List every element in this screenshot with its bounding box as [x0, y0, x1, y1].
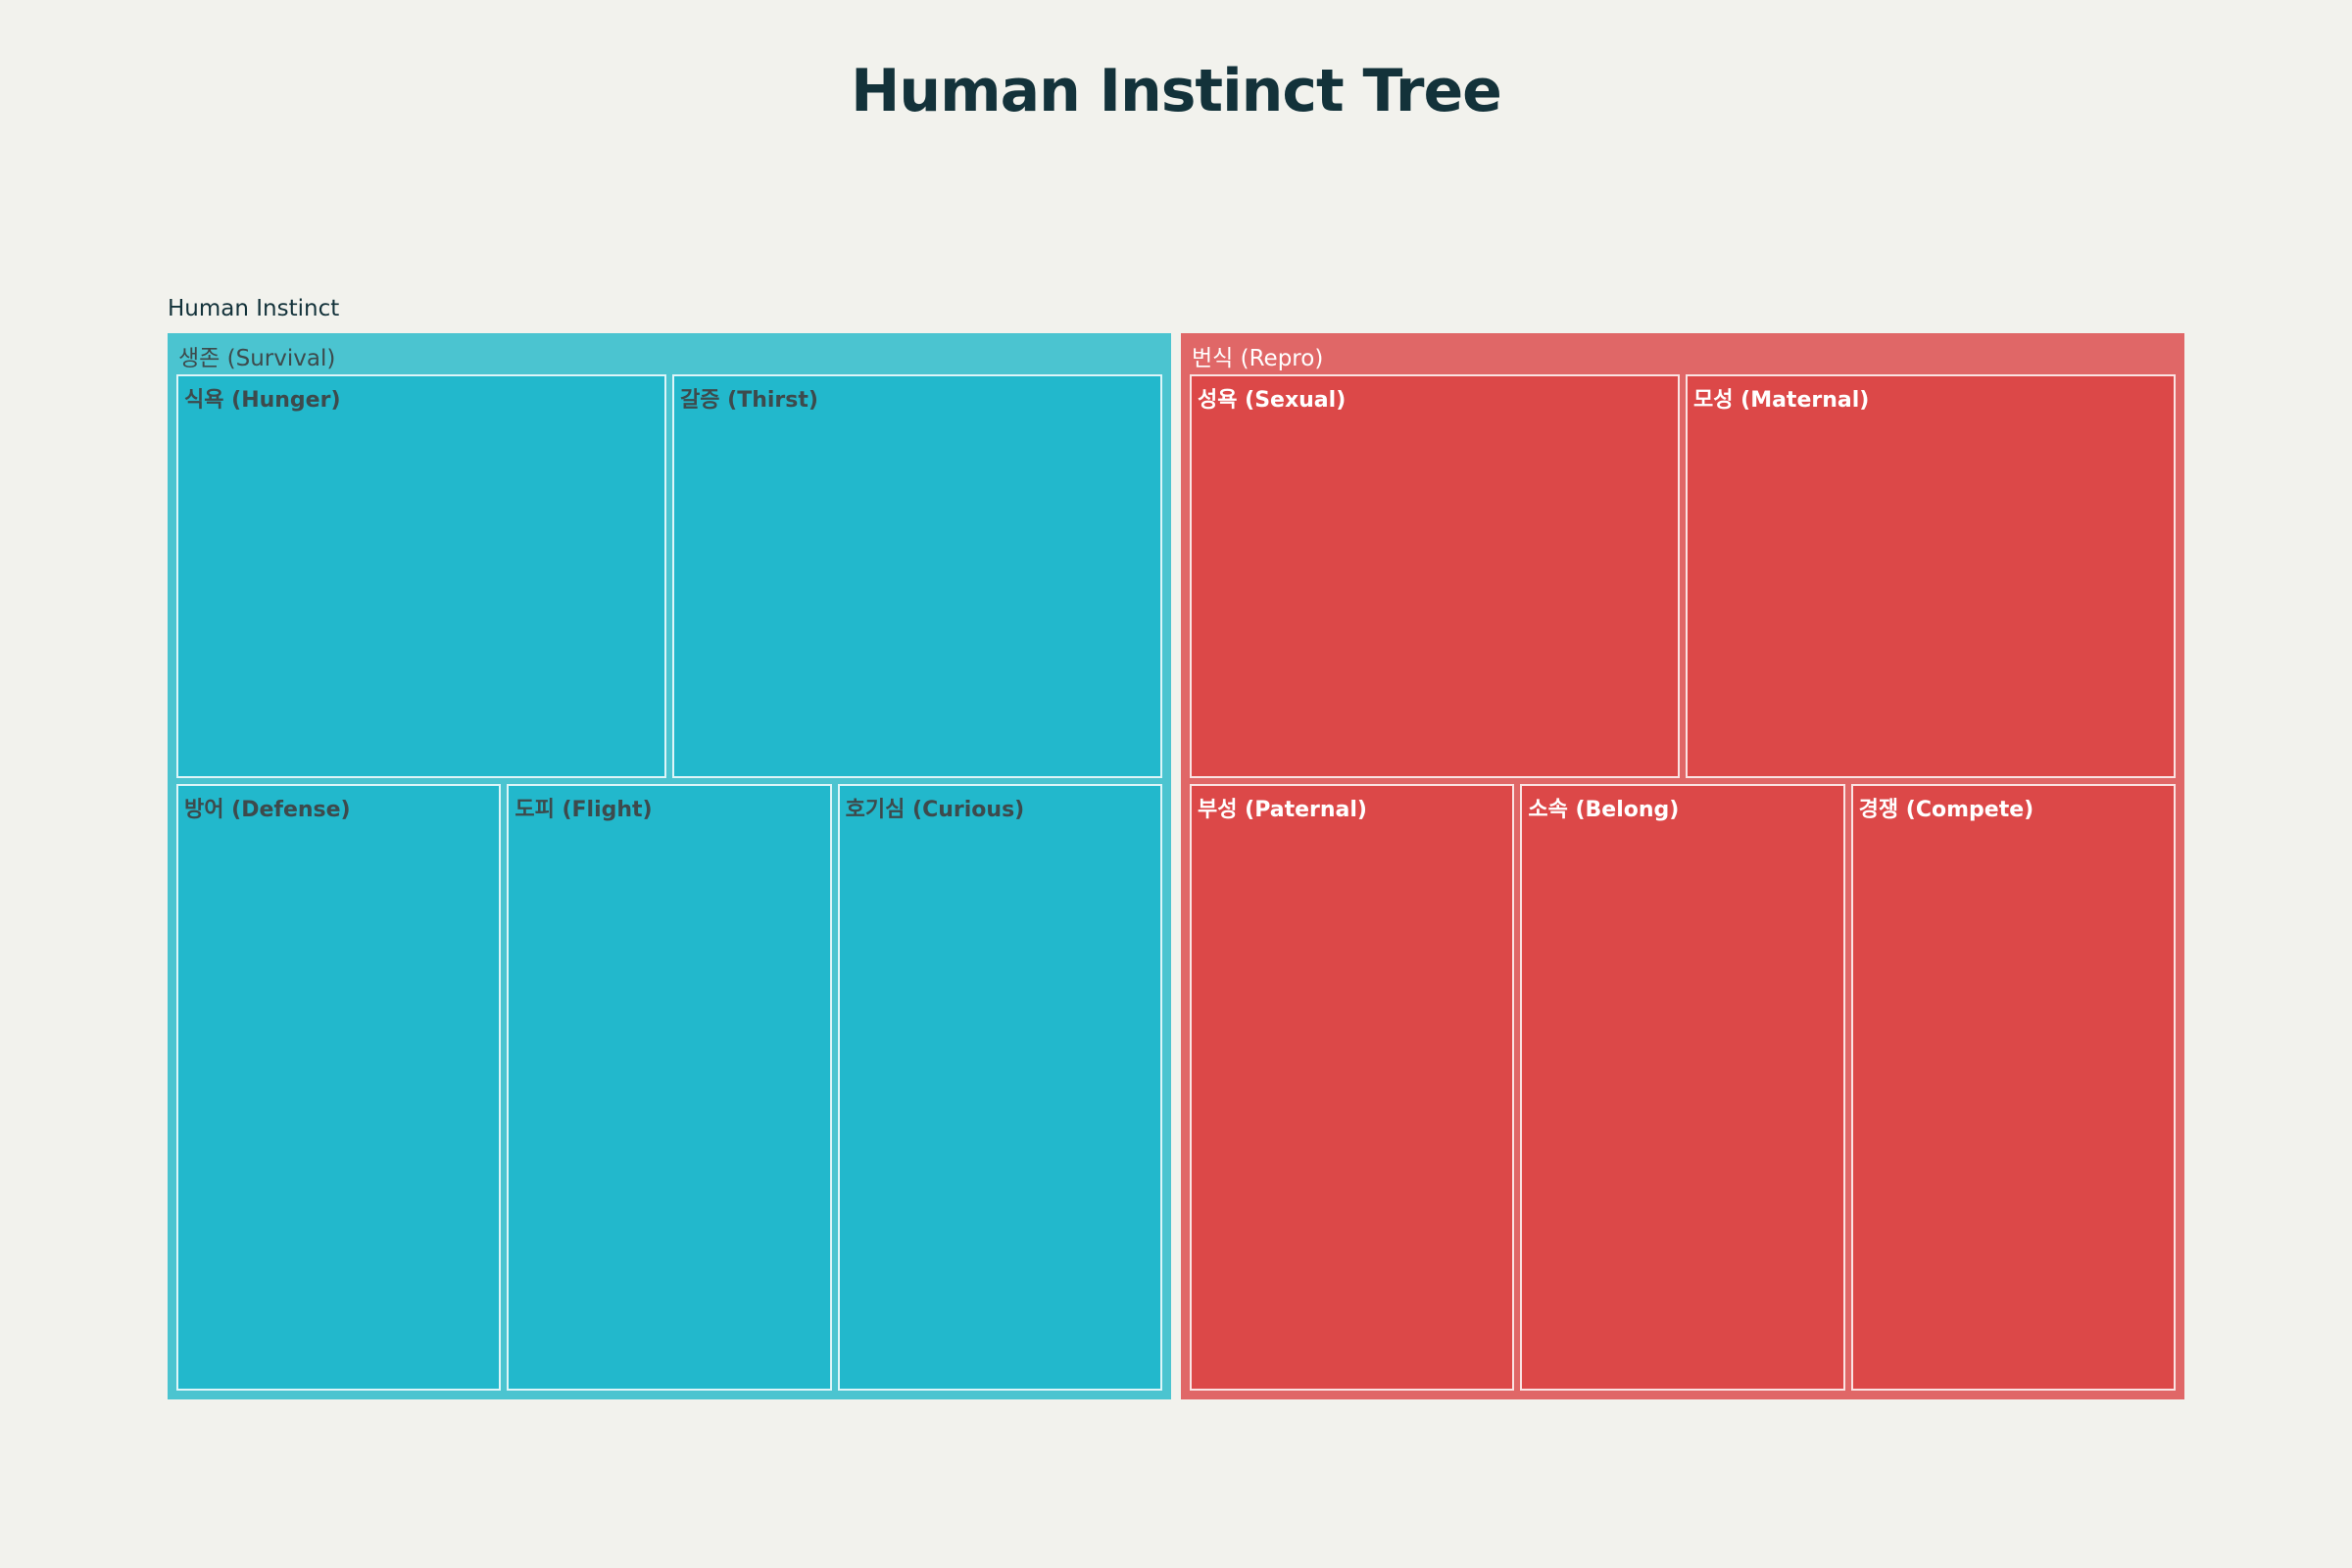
treemap-leaf[interactable]: 방어 (Defense) [176, 784, 502, 1391]
treemap-group-label: 생존 (Survival) [178, 346, 336, 371]
treemap-leaf[interactable]: 경쟁 (Compete) [1850, 784, 2176, 1391]
treemap-leaf-label: 도피 (Flight) [514, 798, 653, 823]
treemap-leaf[interactable]: 갈증 (Thirst) [672, 374, 1162, 779]
treemap-leaf-label: 호기심 (Curious) [845, 798, 1025, 823]
treemap-leaf-label: 소속 (Belong) [1528, 798, 1680, 823]
treemap-leaf-label: 모성 (Maternal) [1693, 388, 1870, 413]
treemap-leaf[interactable]: 부성 (Paternal) [1190, 784, 1515, 1391]
treemap-leaf-label: 부성 (Paternal) [1198, 798, 1367, 823]
treemap-leaf[interactable]: 모성 (Maternal) [1686, 374, 2176, 779]
treemap-leaf-label: 갈증 (Thirst) [680, 388, 818, 413]
treemap-leaf[interactable]: 식욕 (Hunger) [176, 374, 666, 779]
treemap-group-label: 번식 (Repro) [1192, 346, 1324, 371]
treemap-leaf[interactable]: 소속 (Belong) [1520, 784, 1845, 1391]
treemap-leaf-label: 성욕 (Sexual) [1198, 388, 1347, 413]
chart-title: Human Instinct Tree [851, 57, 1502, 125]
treemap-root-label: Human Instinct [168, 296, 340, 321]
treemap-leaf-label: 방어 (Defense) [184, 798, 351, 823]
treemap-group[interactable]: 생존 (Survival) 식욕 (Hunger) 갈증 (Thirst) 방어 (D… [168, 333, 1171, 1399]
treemap-group[interactable]: 번식 (Repro) 성욕 (Sexual) 모성 (Maternal) 부성 (Pa… [1181, 333, 2184, 1399]
treemap-leaf-label: 경쟁 (Compete) [1858, 798, 2034, 823]
treemap-leaf[interactable]: 성욕 (Sexual) [1190, 374, 1680, 779]
treemap-leaf[interactable]: 호기심 (Curious) [837, 784, 1162, 1391]
treemap-leaf[interactable]: 도피 (Flight) [507, 784, 832, 1391]
treemap-leaf-label: 식욕 (Hunger) [184, 388, 341, 413]
